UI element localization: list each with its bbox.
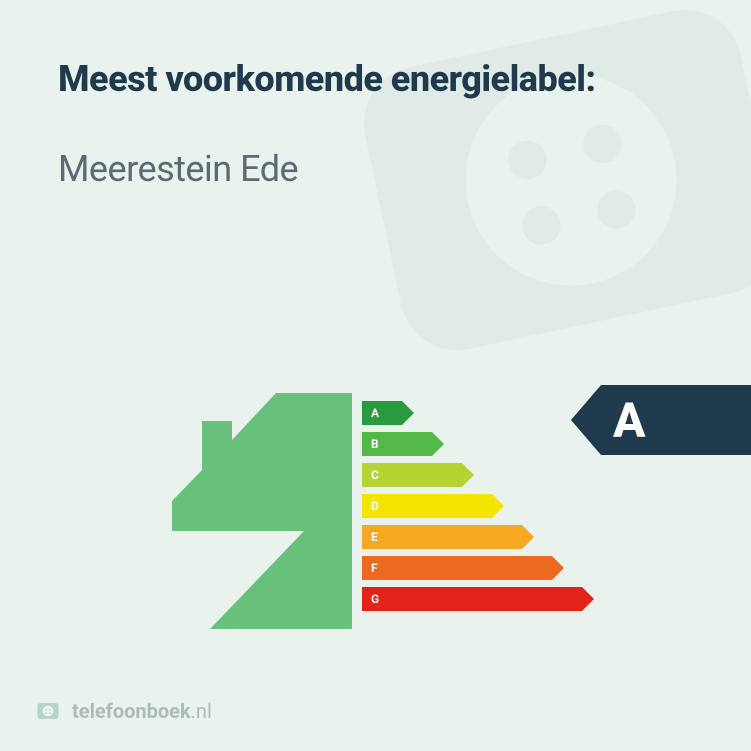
bar-label: D bbox=[371, 499, 379, 513]
bar-label: C bbox=[371, 468, 379, 482]
card-content: Meest voorkomende energielabel: Meereste… bbox=[0, 0, 751, 751]
phonebook-icon bbox=[34, 697, 62, 725]
badge-arrow-icon bbox=[571, 385, 601, 455]
bar-arrowhead-icon bbox=[552, 556, 564, 580]
footer-text: telefoonboek.nl bbox=[72, 699, 212, 723]
bar-label: B bbox=[371, 437, 379, 451]
footer-rest: .nl bbox=[191, 699, 212, 723]
bar-body bbox=[362, 525, 522, 549]
bar-body bbox=[362, 587, 582, 611]
bar-label: G bbox=[371, 592, 379, 606]
bar-body bbox=[362, 556, 552, 580]
bar-label: A bbox=[371, 406, 379, 420]
energy-label-graphic: A B C D E F G A bbox=[0, 365, 751, 655]
location-subtitle: Meerestein Ede bbox=[58, 148, 693, 190]
bar-label: E bbox=[371, 530, 378, 544]
bar-arrowhead-icon bbox=[582, 587, 594, 611]
bar-body bbox=[362, 494, 492, 518]
bar-label: F bbox=[371, 561, 378, 575]
bar-arrowhead-icon bbox=[522, 525, 534, 549]
bar-arrowhead-icon bbox=[462, 463, 474, 487]
bar-body bbox=[362, 401, 402, 425]
footer-bold: telefoonboek bbox=[72, 699, 191, 723]
house-icon bbox=[172, 393, 352, 629]
page-title: Meest voorkomende energielabel: bbox=[58, 58, 693, 100]
bar-arrowhead-icon bbox=[402, 401, 414, 425]
badge-body: A bbox=[601, 385, 751, 455]
bar-arrowhead-icon bbox=[432, 432, 444, 456]
badge-label: A bbox=[613, 392, 645, 449]
bar-arrowhead-icon bbox=[492, 494, 504, 518]
footer-brand: telefoonboek.nl bbox=[34, 697, 212, 725]
energy-badge: A bbox=[571, 385, 751, 455]
